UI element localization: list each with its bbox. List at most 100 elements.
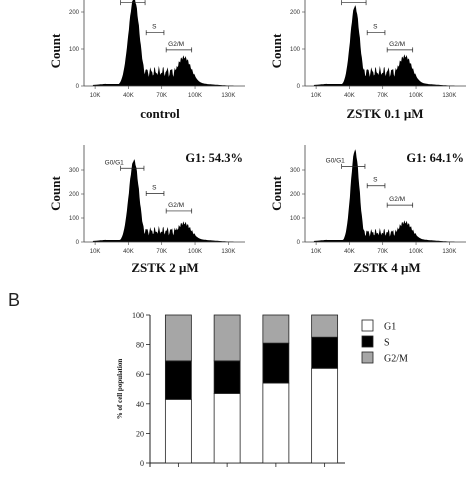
x-tick-label: 130K [221,249,235,255]
y-tick-label: 200 [69,10,80,16]
x-tick-label: 40K [344,93,355,99]
bar-segment-g1-1 [164,398,192,464]
gate-label: S [152,185,157,192]
histogram-fill [92,159,234,242]
gate-g0g1: G0/G1 [105,159,145,171]
gate-label: G0/G1 [105,159,125,166]
x-tick-label: 10K [90,93,101,99]
panel-b-letter: B [8,290,20,310]
gate-label: G2/M [389,196,405,203]
gate-g2m: G2/M [165,202,193,214]
gate-g0g1 [120,0,146,6]
histogram-fill [313,149,455,242]
y-tick-label: 200 [69,192,80,198]
y-tick-label: 0 [76,240,80,246]
x-tick-label: 130K [221,93,235,99]
bar-segment-g1-2 [213,393,241,464]
bar-segment-g2m-1 [164,314,192,362]
gate-label: S [373,177,378,184]
legend-item-g1: G1 [361,319,396,333]
legend-item-s: S [361,335,390,349]
y-tick-label: 300 [290,168,301,174]
gate-g2m: G2/M [386,41,414,53]
y-tick-label: 100 [69,47,80,53]
legend-item-g2m: G2/M [361,351,408,365]
gate-label: S [152,24,157,31]
legend-label: G1 [384,322,396,333]
bar-y-tick-label: 100 [132,311,144,320]
bar-y-tick-label: 40 [136,400,144,409]
histogram-panel-zstk-0.1: 0 100 200 10K 40K 70K 100K 130K Count ZSTK 0.1 μM… [269,0,466,121]
bar-segment-g2m-2 [213,314,241,362]
x-tick-label: 40K [123,249,134,255]
x-tick-label: 10K [90,249,101,255]
bar-y-tick-label: 0 [140,459,144,468]
x-tick-label: 100K [409,249,423,255]
bar-segment-s-4 [311,336,339,369]
y-tick-label: 0 [297,240,301,246]
y-tick-label: 100 [69,216,80,222]
condition-label: control [140,106,180,121]
count-axis-label: Count [269,33,284,68]
gate-label: G0/G1 [326,157,346,164]
g1-percentage: G1: 54.3% [185,151,243,165]
stacked-bar-chart: 0 20 40 60 80 100 % of cell population G1 S G2/M [116,311,408,468]
bar-y-tick-label: 20 [136,429,144,438]
x-tick-label: 10K [311,249,322,255]
x-tick-label: 70K [377,249,388,255]
y-tick-label: 200 [290,10,301,16]
y-tick-label: 100 [290,47,301,53]
y-tick-label: 300 [69,168,80,174]
bar-segment-g2m-3 [262,314,290,344]
bar-segment-s-3 [262,342,290,384]
bar-segment-g1-3 [262,382,290,464]
gate-label: S [373,24,378,31]
histogram-fill [92,0,234,86]
gate-label: G2/M [168,202,184,209]
bar-y-tick-label: 80 [136,341,144,350]
gate-s: S [366,177,386,189]
y-tick-label: 100 [290,216,301,222]
x-tick-label: 70K [156,93,167,99]
histogram-fill [313,5,455,87]
x-tick-label: 100K [409,93,423,99]
count-axis-label: Count [269,175,284,210]
histogram-panel-zstk-4: 0 100 200 300 10K 40K 70K 100K 130K Count ZSTK 4 μ… [269,145,466,275]
bar-y-axis-label: % of cell population [116,359,124,420]
legend-swatch [361,319,374,332]
histogram-panel-control: 0 100 200 10K 40K 70K 100K 130K Count control S G2/… [48,0,245,121]
bar-segment-g2m-4 [311,314,339,338]
bar-segment-s-1 [164,360,192,400]
gate-s: S [145,185,165,196]
gate-g2m: G2/M [386,196,414,208]
x-tick-label: 100K [188,93,202,99]
histogram-panel-zstk-2: 0 100 200 300 10K 40K 70K 100K 130K Count ZSTK 2 μ… [48,145,245,275]
condition-label: ZSTK 4 μM [353,260,420,275]
gate-g0g1: G0/G1 [326,157,366,169]
legend-swatch [361,351,374,364]
x-tick-label: 70K [156,249,167,255]
bar-segment-g1-4 [311,367,339,464]
x-tick-label: 40K [344,249,355,255]
y-tick-label: 0 [76,84,80,90]
legend-swatch [361,335,374,348]
y-tick-label: 200 [290,192,301,198]
bar-y-tick-label: 60 [136,370,144,379]
condition-label: ZSTK 0.1 μM [346,106,423,121]
g1-percentage: G1: 64.1% [406,151,464,165]
gate-s: S [145,24,165,36]
gate-label: G2/M [168,41,184,48]
legend-label: G2/M [384,354,408,365]
count-axis-label: Count [48,175,63,210]
legend-label: S [384,338,390,349]
gate-s: S [366,24,386,36]
x-tick-label: 40K [123,93,134,99]
bar-segment-s-2 [213,360,241,394]
gate-g2m: G2/M [165,41,193,53]
x-tick-label: 70K [377,93,388,99]
x-tick-label: 130K [442,249,456,255]
count-axis-label: Count [48,33,63,68]
x-tick-label: 130K [442,93,456,99]
